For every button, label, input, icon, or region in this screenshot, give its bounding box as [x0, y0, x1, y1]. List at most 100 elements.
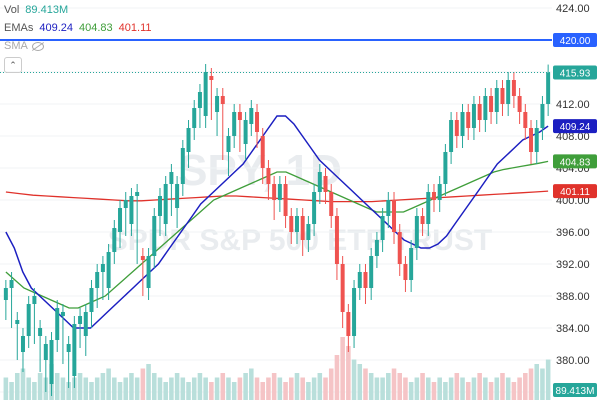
volume-bar: [94, 377, 100, 400]
candle-body: [43, 344, 48, 360]
y-tick-label: 412.00: [556, 99, 590, 111]
volume-bar: [117, 382, 123, 400]
volume-bar: [254, 377, 260, 400]
candle-body: [454, 120, 459, 136]
volume-bar: [169, 377, 174, 400]
volume-bar: [14, 373, 20, 400]
candle-body: [317, 172, 322, 192]
volume-bar: [528, 368, 534, 400]
candle-body: [140, 256, 145, 260]
volume-bar: [431, 382, 437, 400]
candle-body: [260, 136, 265, 168]
candle-body: [420, 216, 425, 224]
candle-body: [466, 112, 471, 128]
ema-mid-line: [5, 160, 549, 309]
svg-text:409.24: 409.24: [560, 122, 591, 133]
volume-bar: [517, 377, 522, 400]
volume-bar: [174, 373, 180, 400]
volume-bar: [3, 377, 9, 400]
volume-bar: [226, 377, 231, 400]
volume-bar: [197, 373, 203, 400]
volume-bar: [186, 382, 191, 400]
candle-body: [352, 288, 357, 336]
volume-bar: [83, 377, 89, 400]
price-tags: 420.00 415.93 409.24 404.83 401.11 89.413M: [553, 33, 597, 397]
candle-body: [112, 228, 117, 252]
volume-bar: [425, 377, 431, 400]
legend-ema-slow-value: 401.11: [118, 22, 152, 34]
volume-bar: [123, 377, 129, 400]
candle-body: [443, 152, 448, 184]
candle-body: [215, 96, 220, 112]
candle-body: [89, 288, 94, 312]
candle-body: [380, 216, 385, 240]
candle-body: [546, 72, 551, 104]
y-tick-label: 424.00: [556, 3, 590, 15]
candle-body: [523, 112, 528, 128]
legend-sma[interactable]: SMA: [4, 40, 44, 53]
volume-bar: [294, 373, 300, 400]
candle-body: [243, 120, 248, 144]
y-tick-label: 384.00: [556, 323, 590, 335]
volume-bar: [386, 373, 391, 400]
price-axis: 424.00420.00416.00412.00408.00404.00400.…: [556, 3, 590, 399]
volume-bar: [311, 377, 317, 400]
volume-bar: [72, 377, 77, 400]
volume-bar: [340, 337, 345, 400]
candle-body: [306, 224, 311, 240]
volume-bar: [277, 377, 283, 400]
candle-body: [323, 176, 328, 192]
candle-body: [32, 296, 37, 304]
volume-bar: [77, 373, 83, 400]
candle-body: [197, 92, 202, 108]
volume-bar: [220, 373, 226, 400]
volume-bar: [511, 382, 517, 400]
volume-bar: [157, 377, 163, 400]
candle-body: [363, 272, 368, 288]
price-tag: 404.83: [553, 154, 597, 169]
volume-bar: [443, 382, 448, 400]
volume-bar: [32, 382, 37, 400]
volume-bar: [403, 377, 408, 400]
candle-body: [369, 256, 374, 288]
candle-body: [146, 256, 151, 288]
volume-bar: [209, 382, 214, 400]
y-tick-label: 380.00: [556, 355, 590, 367]
legend-emas[interactable]: EMAs 409.24 404.83 401.11: [4, 22, 151, 35]
candle-body: [72, 324, 77, 376]
candle-body: [180, 148, 185, 184]
legend-ema-mid-value: 404.83: [79, 22, 113, 34]
candle-body: [3, 288, 8, 300]
candle-body: [38, 328, 43, 336]
volume-bar: [100, 373, 106, 400]
candle-body: [83, 312, 88, 336]
volume-bar: [191, 377, 197, 400]
candle-body: [106, 252, 111, 288]
volume-bar: [214, 377, 220, 400]
svg-text:415.93: 415.93: [560, 69, 591, 80]
candle-body: [357, 272, 362, 288]
volume-bar: [483, 377, 488, 400]
volume-bar: [408, 382, 414, 400]
volume-bar: [134, 377, 140, 400]
candle-body: [294, 216, 299, 232]
hidden-eye-icon[interactable]: [31, 41, 44, 51]
volume-bar: [66, 382, 71, 400]
volume-tag: 89.413M: [553, 383, 597, 397]
candle-body: [220, 96, 225, 104]
candle-body: [529, 128, 534, 152]
candle-body: [392, 200, 397, 232]
candle-body: [15, 320, 20, 324]
candle-body: [340, 264, 345, 312]
candle-body: [374, 240, 379, 256]
candle-body: [118, 208, 123, 232]
collapse-legend-button[interactable]: ⌃: [4, 57, 22, 73]
candle-body: [186, 128, 191, 152]
volume-bar: [454, 373, 460, 400]
volume-bar: [306, 382, 311, 400]
volume-bar: [37, 373, 43, 400]
svg-text:420.00: 420.00: [560, 36, 591, 47]
volume-bar: [374, 377, 380, 400]
volume-bar: [9, 382, 14, 400]
